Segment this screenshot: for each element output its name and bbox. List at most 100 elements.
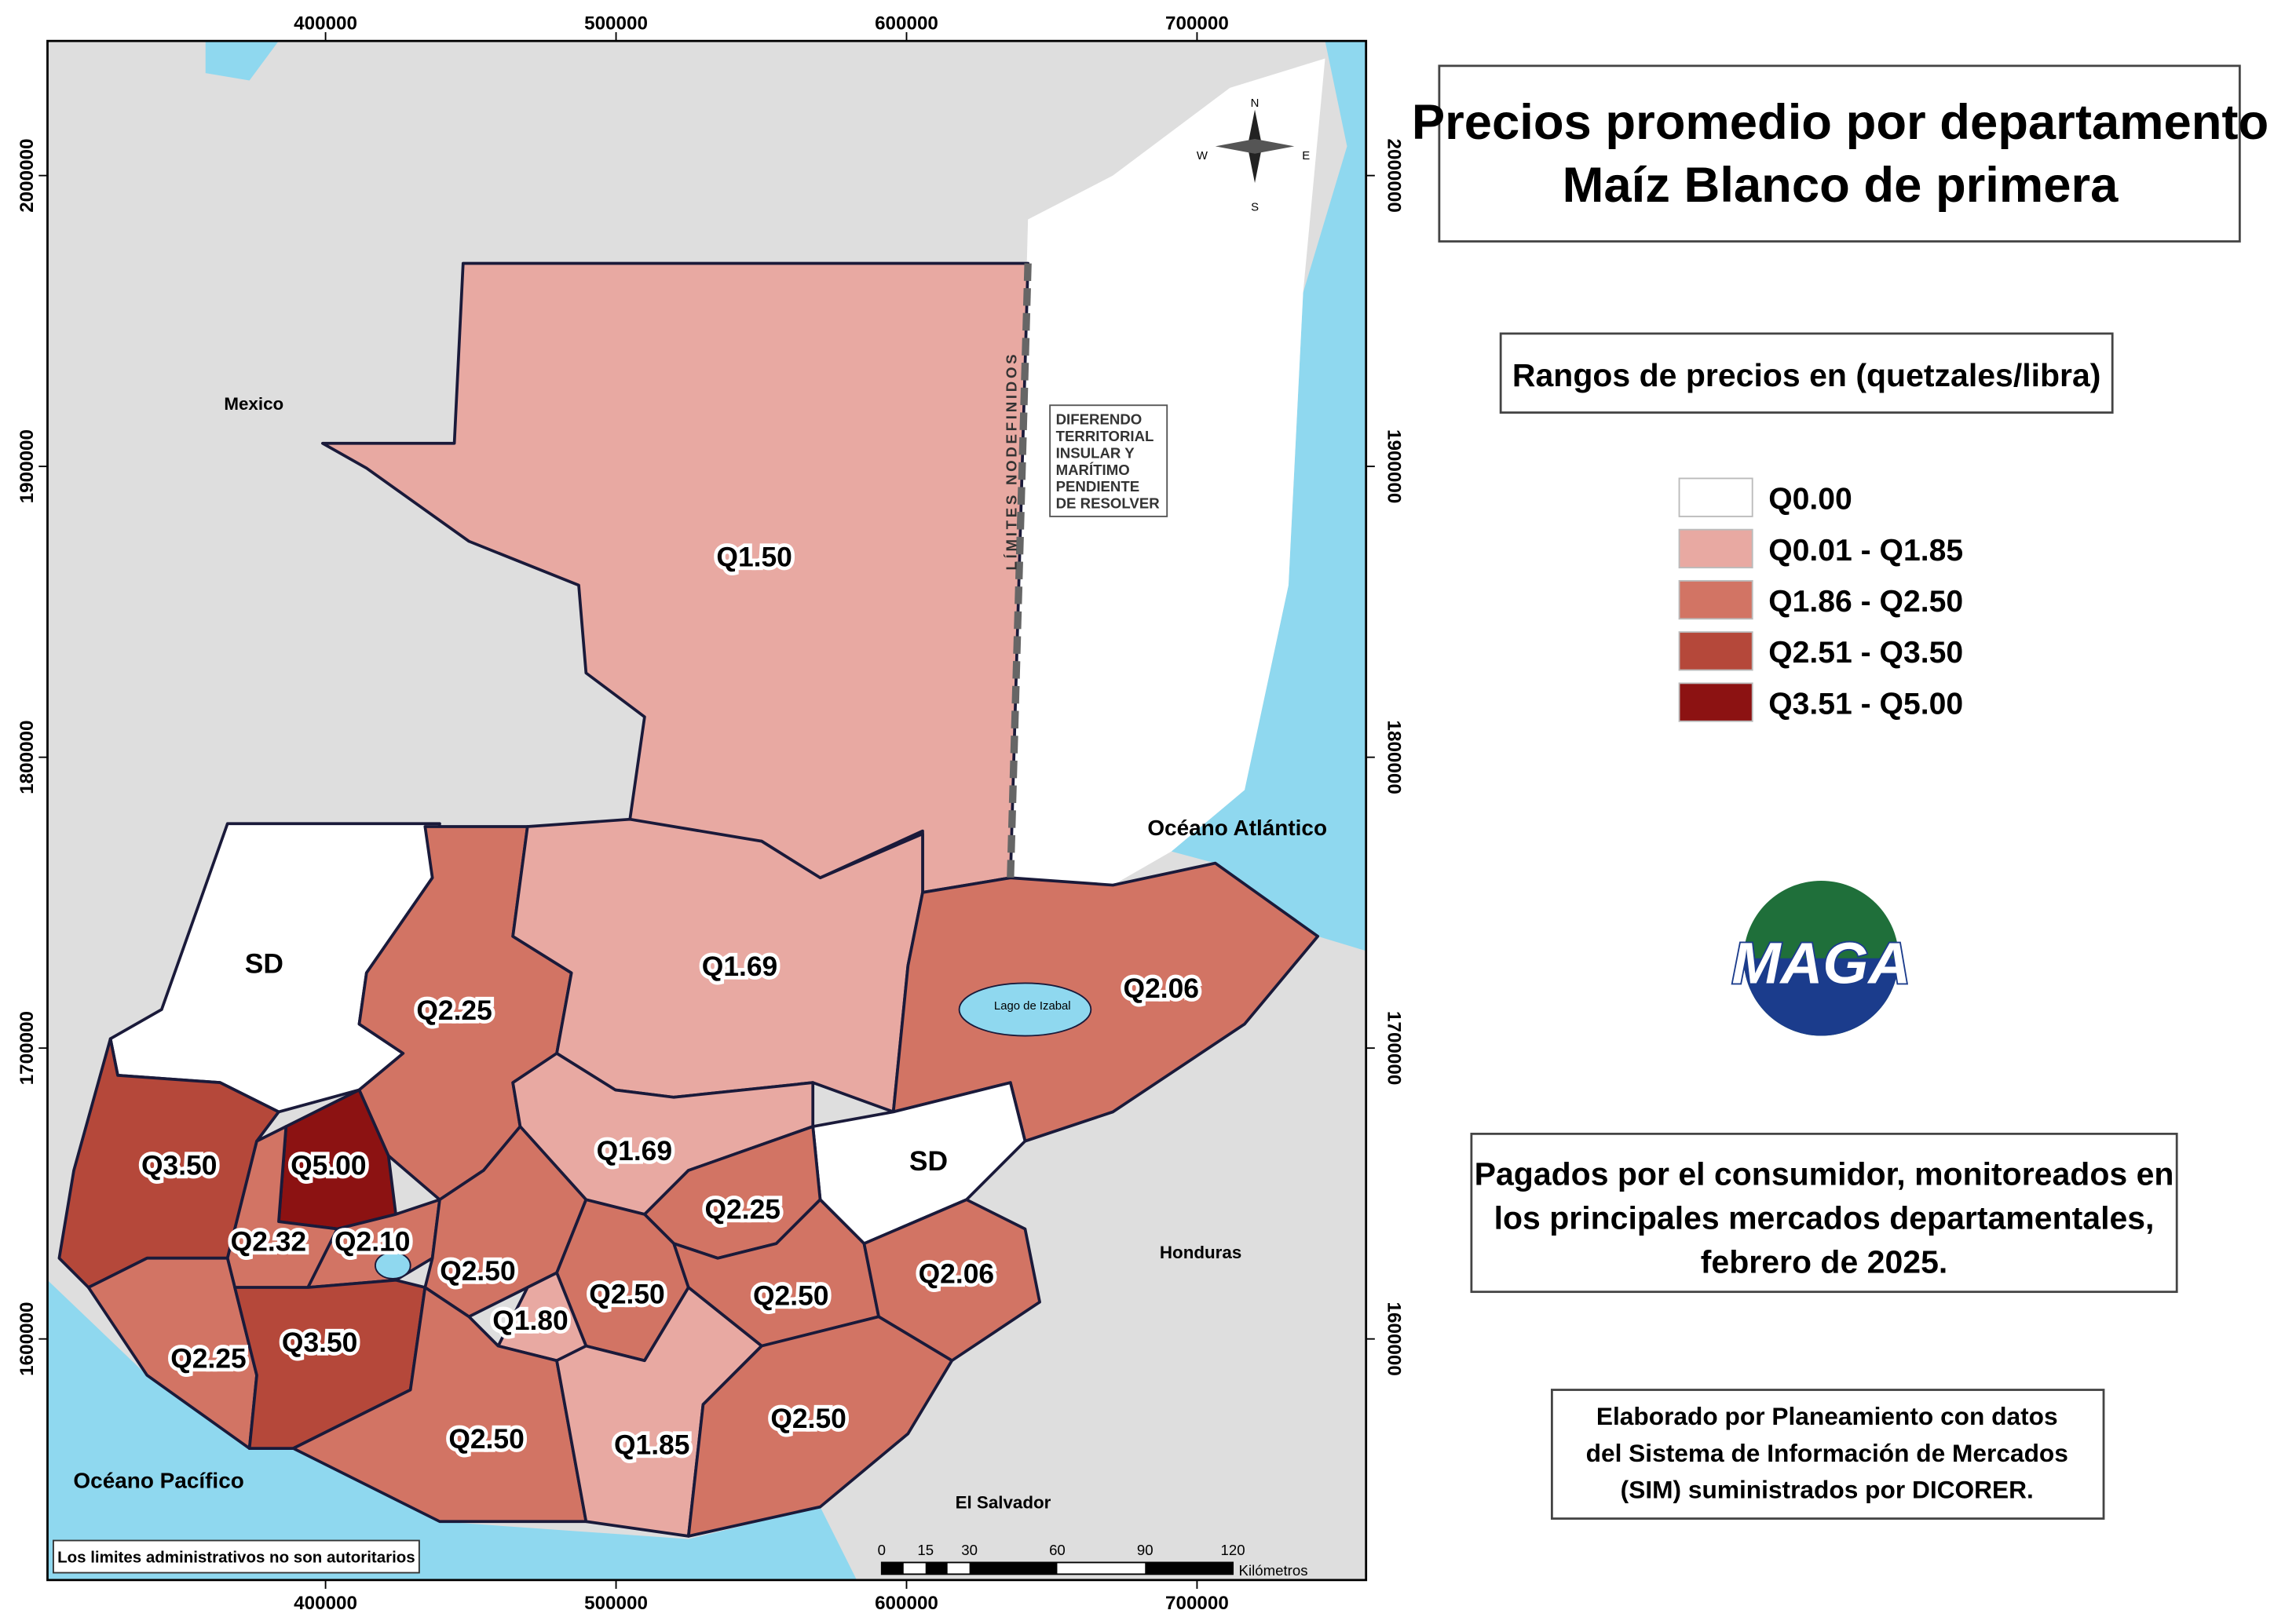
place-label: Honduras bbox=[1160, 1243, 1241, 1262]
title-box bbox=[1438, 64, 2241, 243]
scale-bar-part bbox=[925, 1562, 948, 1575]
department-label: Q2.50 bbox=[448, 1423, 524, 1455]
legend-label: Q3.51 - Q5.00 bbox=[1768, 687, 1963, 721]
department-label: Q2.06 bbox=[919, 1258, 994, 1290]
compass-rose bbox=[1215, 139, 1295, 154]
x-tick-label: 500000 bbox=[584, 1593, 648, 1614]
department-label: Q1.85 bbox=[614, 1429, 689, 1461]
y-tick-label: 1800000 bbox=[16, 721, 38, 794]
legend-title: Rangos de precios en (quetzales/libra) bbox=[1512, 357, 2101, 393]
department bbox=[686, 1315, 954, 1538]
dispute-line: DIFERENDO bbox=[1056, 411, 1143, 427]
credits: (SIM) suministrados por DICORER. bbox=[1621, 1475, 2034, 1503]
scale-label: 30 bbox=[961, 1542, 978, 1558]
place-label: Océano Pacífico bbox=[73, 1468, 243, 1492]
department-label: Q1.50 bbox=[716, 541, 792, 572]
x-tick-label: 400000 bbox=[294, 1593, 357, 1614]
department-label: Q2.50 bbox=[589, 1279, 664, 1310]
title: Precios promedio por departamento bbox=[1412, 95, 2269, 150]
scale-bar-part bbox=[969, 1562, 1058, 1575]
y-tick-label: 1700000 bbox=[1384, 1011, 1405, 1085]
department-label: Q2.50 bbox=[440, 1255, 515, 1287]
disclaimer-box bbox=[53, 1539, 420, 1574]
place-label: Océano Atlántico bbox=[1147, 816, 1327, 840]
credits-box bbox=[1550, 1389, 2105, 1520]
lake bbox=[958, 982, 1092, 1037]
x-tick-label: 700000 bbox=[1165, 1593, 1229, 1614]
dispute-line: MARÍTIMO bbox=[1056, 462, 1130, 478]
scale-label: 0 bbox=[878, 1542, 886, 1558]
lake-label: Lago de Izabal bbox=[994, 1000, 1071, 1013]
legend-label: Q0.01 - Q1.85 bbox=[1768, 534, 1963, 568]
scale-unit: Kilómetros bbox=[1239, 1562, 1308, 1579]
legend-title-box bbox=[1499, 332, 2114, 414]
department bbox=[891, 861, 1320, 1143]
disclaimer: Los limites administrativos no son autor… bbox=[57, 1548, 415, 1566]
coordinate-ticks: 400000 400000 500000 500000 600000 600000 7000… bbox=[16, 13, 1405, 1614]
legend-label: Q0.00 bbox=[1768, 483, 1852, 517]
x-tick-label: 600000 bbox=[875, 13, 938, 34]
department-label: Q1.80 bbox=[492, 1305, 568, 1336]
lake bbox=[375, 1251, 411, 1280]
legend-label: Q1.86 - Q2.50 bbox=[1768, 585, 1963, 619]
legend-swatch bbox=[1678, 477, 1753, 517]
credits: del Sistema de Información de Mercados bbox=[1586, 1439, 2068, 1467]
place-label: Mexico bbox=[224, 394, 283, 414]
dispute-line: PENDIENTE bbox=[1056, 478, 1140, 495]
department-label: Q1.69 bbox=[597, 1135, 672, 1166]
credits: Elaborado por Planeamiento con datos bbox=[1596, 1402, 2058, 1430]
department-label: Q2.50 bbox=[753, 1280, 828, 1311]
department-labels: Q1.50 SD Q2.25 Q1.69 Q2.06 Q1.69 SD Q3.50 Q5.00 Q… bbox=[137, 538, 1202, 1465]
department-label: Q2.50 bbox=[770, 1403, 846, 1434]
legend-swatch bbox=[1678, 528, 1753, 569]
dispute-line: DE RESOLVER bbox=[1056, 495, 1161, 512]
description: febrero de 2025. bbox=[1701, 1243, 1948, 1280]
dispute-line: INSULAR Y bbox=[1056, 444, 1135, 461]
department-label: Q2.25 bbox=[170, 1343, 246, 1375]
department-label: Q2.10 bbox=[335, 1226, 410, 1258]
department-label: SD bbox=[245, 947, 283, 979]
scale-label: 90 bbox=[1137, 1542, 1153, 1558]
compass-letter: S bbox=[1251, 201, 1259, 214]
department-label: Q2.25 bbox=[416, 995, 492, 1026]
legend: Q0.00 Q0.01 - Q1.85 Q1.86 - Q2.50 Q2.51 - Q… bbox=[1678, 477, 1963, 722]
scale-label: 120 bbox=[1221, 1542, 1245, 1558]
y-tick-label: 1700000 bbox=[16, 1011, 38, 1085]
x-tick-label: 600000 bbox=[875, 1593, 938, 1614]
logo-circle bbox=[1743, 958, 1899, 1036]
map-frame bbox=[46, 39, 1368, 1582]
department-label: Q5.00 bbox=[291, 1150, 366, 1181]
scale-bar: 0 15 30 60 90 120 Kilómetros bbox=[878, 1542, 1308, 1579]
y-tick-label: 1900000 bbox=[16, 429, 38, 503]
x-tick-label: 400000 bbox=[294, 13, 357, 34]
description: los principales mercados departamentales… bbox=[1494, 1200, 2155, 1236]
description: Pagados por el consumidor, monitoreados … bbox=[1475, 1156, 2174, 1192]
logo: MAGA bbox=[1731, 880, 1912, 1036]
department-label: SD bbox=[909, 1145, 948, 1177]
y-tick-label: 2000000 bbox=[1384, 138, 1405, 212]
legend-swatch bbox=[1678, 579, 1753, 620]
x-tick-label: 500000 bbox=[584, 13, 648, 34]
boundary-note: LÍMITES NODEFINIDOS bbox=[1003, 352, 1019, 571]
title: Maíz Blanco de primera bbox=[1563, 158, 2119, 213]
legend-swatch bbox=[1678, 682, 1753, 722]
scale-bar-part bbox=[881, 1562, 904, 1575]
side-panel: Precios promedio por departamento Maíz B… bbox=[1412, 64, 2269, 1520]
compass: N S E W bbox=[1197, 97, 1310, 214]
compass-letter: N bbox=[1251, 97, 1260, 110]
department-label: Q2.32 bbox=[231, 1226, 306, 1258]
logo-text: MAGA bbox=[1731, 930, 1910, 995]
place-label: El Salvador bbox=[956, 1492, 1051, 1512]
department-label: Q2.06 bbox=[1124, 973, 1199, 1004]
legend-label: Q2.51 - Q3.50 bbox=[1768, 636, 1963, 670]
compass-letter: W bbox=[1197, 150, 1208, 162]
water bbox=[205, 41, 279, 81]
scale-bar-part bbox=[1145, 1562, 1234, 1575]
y-tick-label: 1600000 bbox=[16, 1302, 38, 1376]
department-label: Q1.69 bbox=[702, 951, 777, 982]
department-label: Q2.25 bbox=[705, 1194, 781, 1225]
dispute-line: TERRITORIAL bbox=[1056, 428, 1154, 444]
caribbean-sea bbox=[1171, 41, 1366, 951]
